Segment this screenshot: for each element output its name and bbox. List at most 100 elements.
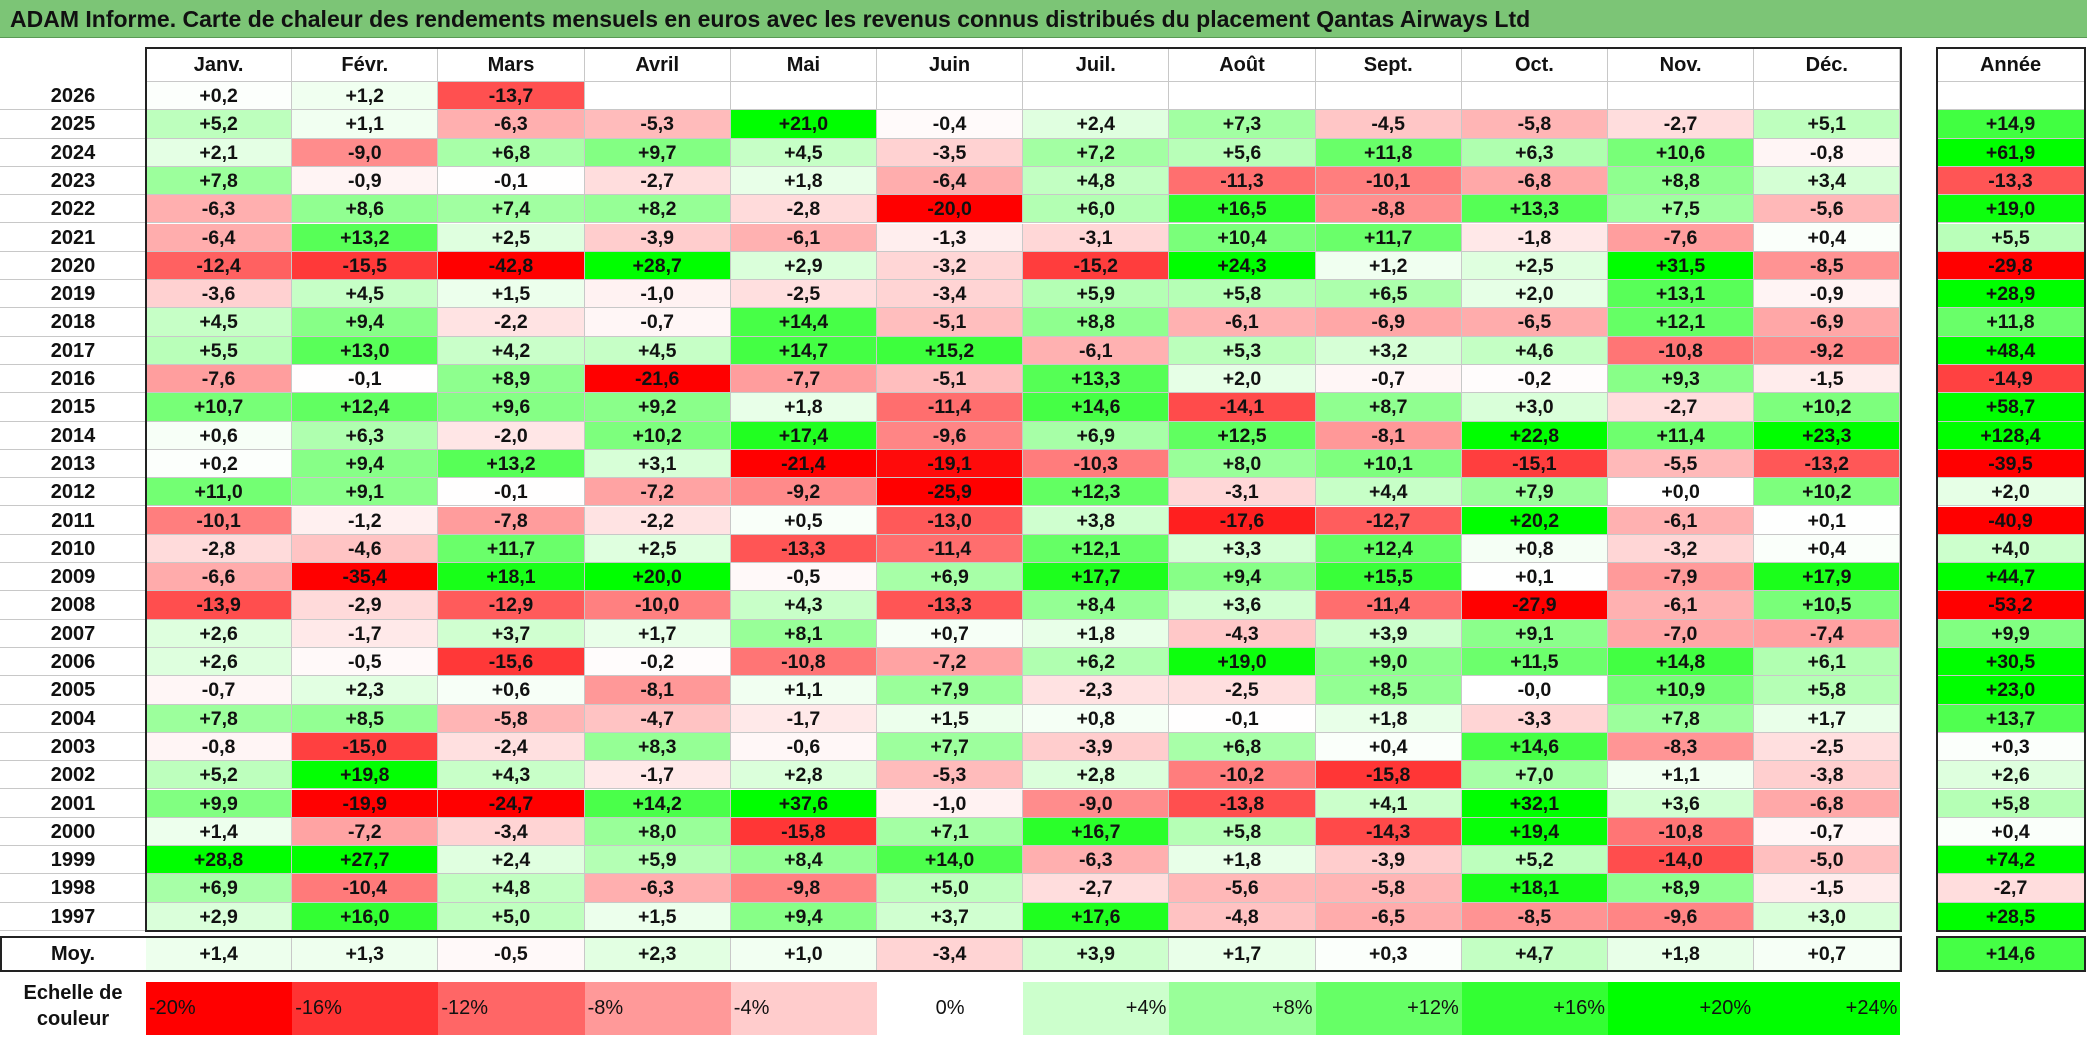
heatmap-cell: +2,8 (1023, 761, 1170, 790)
heatmap-cell: +4,2 (438, 336, 585, 365)
heatmap-cell: +6,1 (1754, 648, 1901, 677)
average-annual-cell: +14,6 (1937, 938, 2085, 971)
heatmap-cell: -5,5 (1608, 449, 1755, 479)
heatmap-cell: -2,5 (730, 280, 877, 309)
average-cell: -3,4 (877, 938, 1024, 971)
heatmap-cell: +9,1 (292, 478, 439, 507)
heatmap-cell: +9,0 (1315, 648, 1462, 677)
heatmap-cell: +8,5 (292, 704, 439, 733)
heatmap-cell: +4,3 (730, 591, 877, 620)
heatmap-cell: +2,3 (292, 676, 439, 705)
heatmap-cell: +3,6 (1169, 591, 1316, 620)
heatmap-cell: +6,9 (1023, 421, 1170, 450)
heatmap-cell: -3,9 (1023, 732, 1170, 762)
heatmap-cell: +2,1 (146, 138, 293, 167)
year-label: 2006 (0, 648, 146, 677)
heatmap-cell: +1,5 (438, 280, 585, 309)
annual-cell: +13,7 (1937, 704, 2085, 733)
heatmap-cell: +20,0 (584, 563, 731, 592)
heatmap-cell: +8,0 (584, 817, 731, 847)
month-header: Déc. (1754, 48, 1901, 82)
heatmap-cell: -0,1 (292, 365, 439, 394)
color-scale-swatch: +4% (1023, 982, 1170, 1035)
heatmap-cell: -3,9 (1315, 846, 1462, 875)
heatmap-cell: +14,8 (1608, 648, 1755, 677)
heatmap-cell: -10,8 (1608, 817, 1755, 847)
heatmap-cell: -8,1 (584, 676, 731, 705)
heatmap-cell: +12,5 (1169, 421, 1316, 450)
heatmap-cell: +10,2 (584, 421, 731, 450)
month-header: Sept. (1315, 48, 1462, 82)
average-cell: -0,5 (438, 938, 585, 971)
annual-cell: +14,9 (1937, 110, 2085, 139)
heatmap-cell: -8,5 (1754, 251, 1901, 281)
heatmap-cell: +3,9 (1315, 619, 1462, 648)
heatmap-cell: +8,1 (730, 619, 877, 648)
average-cell: +2,3 (584, 938, 731, 971)
heatmap-cell: +10,2 (1754, 478, 1901, 507)
heatmap-cell: -1,7 (730, 704, 877, 733)
annual-cell: -40,9 (1937, 506, 2085, 535)
year-label: 1997 (0, 902, 146, 931)
heatmap-cell: +5,2 (146, 761, 293, 790)
heatmap-cell: +1,8 (1315, 704, 1462, 733)
heatmap-cell: -4,8 (1169, 902, 1316, 931)
heatmap-cell: +14,0 (877, 846, 1024, 875)
heatmap-cell: -3,1 (1169, 478, 1316, 507)
heatmap-cell: +2,4 (1023, 110, 1170, 139)
heatmap-cell: +23,3 (1754, 421, 1901, 450)
heatmap-cell: -11,4 (1315, 591, 1462, 620)
heatmap-cell: +7,7 (877, 732, 1024, 762)
heatmap-cell: -0,5 (292, 648, 439, 677)
color-scale-swatch: +24% (1754, 982, 1901, 1035)
heatmap-cell: -20,0 (877, 195, 1024, 224)
heatmap-cell: +28,8 (146, 846, 293, 875)
annual-cell: +28,5 (1937, 902, 2085, 931)
heatmap-cell: -19,9 (292, 789, 439, 818)
heatmap-cell: -9,2 (730, 478, 877, 507)
heatmap-cell: +9,4 (1169, 563, 1316, 592)
heatmap-cell: +7,0 (1461, 761, 1608, 790)
annual-cell: +19,0 (1937, 195, 2085, 224)
heatmap-cell: +10,9 (1608, 676, 1755, 705)
heatmap-cell: -17,6 (1169, 506, 1316, 535)
heatmap-cell: -3,6 (146, 280, 293, 309)
heatmap-cell: +7,8 (146, 166, 293, 196)
heatmap-cell: -5,1 (877, 308, 1024, 337)
heatmap-cell: +10,7 (146, 393, 293, 422)
year-label: 2010 (0, 534, 146, 564)
heatmap-cell: +18,1 (438, 563, 585, 592)
heatmap-cell: +10,1 (1315, 449, 1462, 479)
heatmap-cell: +11,0 (146, 478, 293, 507)
year-label: 2003 (0, 732, 146, 762)
heatmap-cell: -1,5 (1754, 365, 1901, 394)
heatmap-cell: +8,7 (1315, 393, 1462, 422)
heatmap-cell: -6,8 (1461, 166, 1608, 196)
heatmap-cell: -13,8 (1169, 789, 1316, 818)
heatmap-cell (1315, 82, 1462, 111)
month-header: Mars (438, 48, 585, 82)
heatmap-cell: -5,8 (1315, 874, 1462, 903)
heatmap-cell: -5,3 (584, 110, 731, 139)
heatmap-cell: +12,4 (292, 393, 439, 422)
heatmap-cell: -1,7 (292, 619, 439, 648)
heatmap-cell: +9,9 (146, 789, 293, 818)
heatmap-cell: +11,4 (1608, 421, 1755, 450)
year-label: 2019 (0, 280, 146, 309)
heatmap-cell: +6,9 (877, 563, 1024, 592)
heatmap-cell: +13,3 (1023, 365, 1170, 394)
heatmap-cell: -35,4 (292, 563, 439, 592)
page-title: ADAM Informe. Carte de chaleur des rende… (0, 0, 2087, 38)
heatmap-cell: -4,7 (584, 704, 731, 733)
heatmap-cell: -3,9 (584, 223, 731, 252)
year-label: 2015 (0, 393, 146, 422)
heatmap-cell: +0,0 (1608, 478, 1755, 507)
heatmap-cell: -6,4 (146, 223, 293, 252)
heatmap-cell: +0,6 (438, 676, 585, 705)
heatmap-cell: -7,7 (730, 365, 877, 394)
year-label: 2009 (0, 563, 146, 592)
heatmap-cell: +16,7 (1023, 817, 1170, 847)
heatmap-cell: +8,8 (1608, 166, 1755, 196)
heatmap-cell: -2,7 (1608, 110, 1755, 139)
month-header: Févr. (292, 48, 439, 82)
